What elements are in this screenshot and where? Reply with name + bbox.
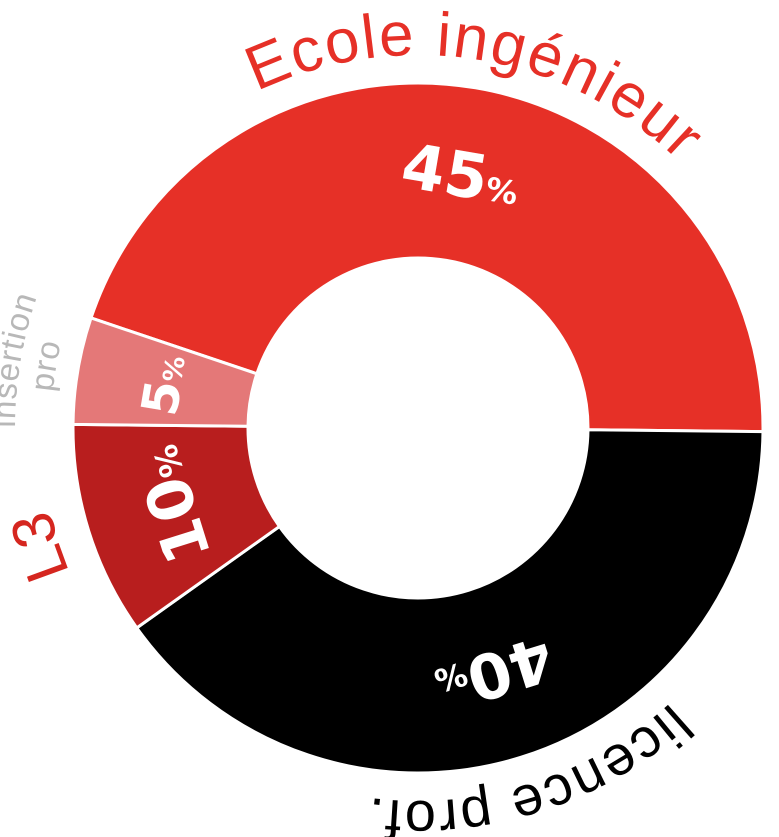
slice-group — [71, 81, 765, 775]
category-label-insertion-pro: pro — [23, 336, 68, 393]
category-label-l3: L3 — [0, 506, 82, 591]
slice-insertion-pro — [71, 316, 259, 428]
slice-licence-prof — [134, 428, 765, 775]
value-label-group: 45%40%10%5% — [129, 128, 562, 716]
value-label-ecole-ingenieur: 45% — [397, 128, 526, 220]
category-label-insertion-pro: insertion — [0, 287, 44, 428]
value-unit: % — [483, 170, 521, 213]
value-number: 45 — [397, 128, 494, 214]
slice-l3 — [71, 422, 282, 630]
slice-ecole-ingenieur — [89, 81, 765, 434]
value-label-insertion-pro: 5% — [130, 350, 197, 420]
value-unit: % — [158, 354, 192, 385]
